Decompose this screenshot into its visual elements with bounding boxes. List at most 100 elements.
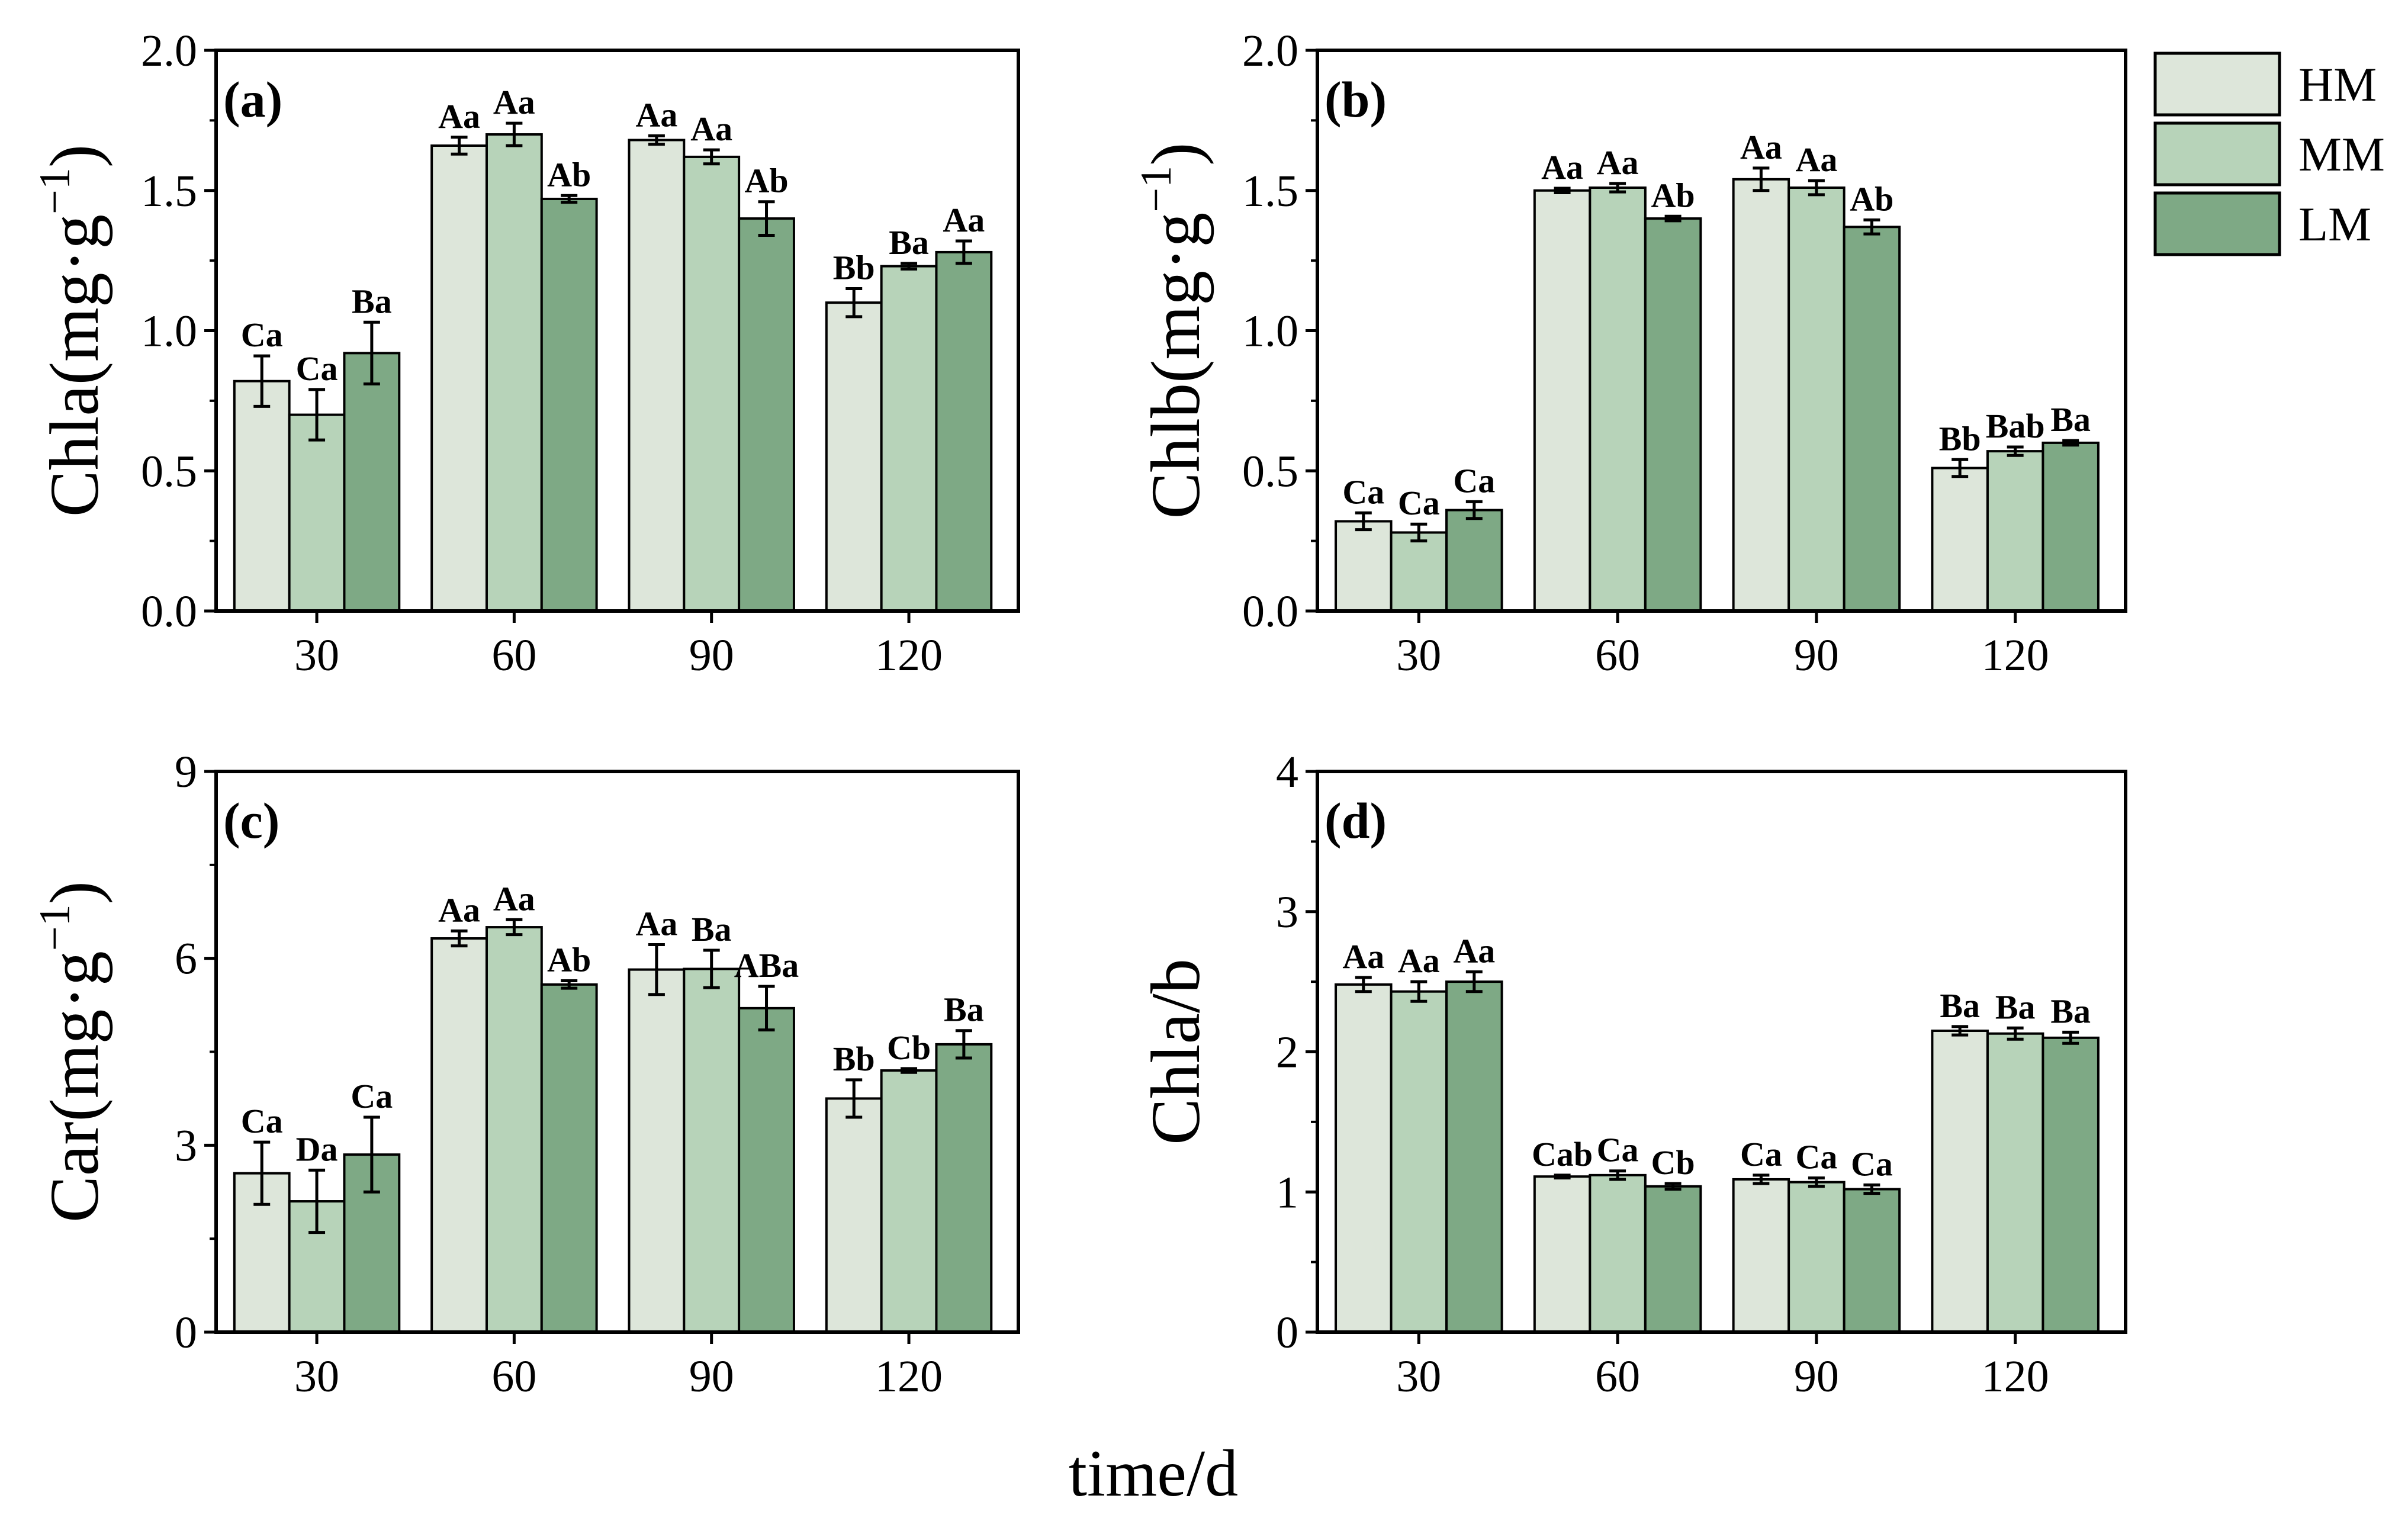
bar-HM-120 xyxy=(825,301,883,612)
error-bar-HM-30 xyxy=(253,1140,271,1206)
significance-label: Ab xyxy=(547,155,591,194)
bar-HM-60 xyxy=(430,144,488,613)
significance-label: Ba xyxy=(1940,986,1980,1025)
significance-label: Ca xyxy=(1740,1135,1782,1173)
error-bar-MM-30 xyxy=(1410,522,1428,543)
significance-label: Ca xyxy=(1851,1144,1893,1183)
significance-label: Aa xyxy=(1398,941,1440,980)
y-axis-label-base: Car(mg·g xyxy=(36,951,113,1223)
bar-MM-60 xyxy=(1589,186,1647,612)
significance-label: Ba xyxy=(944,991,984,1029)
y-tick-label: 1.5 xyxy=(141,166,197,216)
y-axis-label-superscript: −1 xyxy=(31,168,79,214)
significance-label: Ab xyxy=(1850,179,1893,218)
x-tick-label: 60 xyxy=(1595,631,1640,680)
error-bar-MM-90 xyxy=(1808,1176,1825,1188)
y-tick-label: 2 xyxy=(1276,1028,1298,1078)
error-bar-LM-30 xyxy=(363,1115,380,1194)
x-tick-label: 90 xyxy=(1794,631,1839,680)
x-tick-label: 120 xyxy=(1982,1352,2049,1401)
error-bar-MM-30 xyxy=(308,1168,326,1234)
significance-label: Aa xyxy=(1541,148,1583,186)
error-bar-LM-30 xyxy=(1465,500,1483,520)
panel-label: (c) xyxy=(223,792,279,849)
bar-MM-30 xyxy=(288,413,346,612)
y-tick-label: 4 xyxy=(1276,747,1298,797)
bar-MM-90 xyxy=(683,967,741,1333)
significance-label: Ca xyxy=(241,316,283,354)
y-tick-label: 0 xyxy=(175,1308,197,1358)
x-tick-label: 90 xyxy=(689,1352,734,1401)
y-tick-label: 1.0 xyxy=(1242,307,1298,356)
y-tick-label: 0.5 xyxy=(141,446,197,496)
significance-label: Aa xyxy=(493,83,535,121)
chart-panel-1: Ca Ca Ca 30 Aa Aa Ab 60 Aa Aa Ab 90 Bb Bab Ba 120 0.0 0.5… xyxy=(1132,26,2127,680)
bar-LM-30 xyxy=(343,352,401,612)
significance-label: Ab xyxy=(744,162,788,200)
y-axis-label-end: ) xyxy=(36,881,113,904)
x-tick-label: 60 xyxy=(491,1352,536,1401)
significance-label: Aa xyxy=(1795,140,1837,179)
significance-label: Aa xyxy=(438,97,480,136)
chart-panel-0: Ca Ca Ba 30 Aa Aa Ab 60 Aa Aa Ab 90 Bb Ba Aa 120 0.0 0.5 1… xyxy=(31,26,1020,680)
error-bar-MM-120 xyxy=(2007,1026,2024,1041)
significance-label: Aa xyxy=(1597,143,1639,182)
y-tick-label: 1.0 xyxy=(141,307,197,356)
bar-HM-120 xyxy=(1931,467,1989,613)
plot-frame xyxy=(214,49,1020,613)
shared-x-axis-label: time/d xyxy=(1069,1437,1238,1510)
bar-MM-90 xyxy=(1787,186,1846,612)
error-bar-MM-60 xyxy=(1609,1169,1626,1181)
error-bar-LM-60 xyxy=(561,979,578,990)
y-axis-label-superscript: −1 xyxy=(31,904,79,951)
bar-MM-120 xyxy=(880,265,938,613)
bar-HM-90 xyxy=(1732,1178,1790,1333)
bar-MM-60 xyxy=(1589,1173,1647,1333)
bar-LM-120 xyxy=(935,1043,993,1333)
error-bar-LM-120 xyxy=(955,239,972,265)
error-bar-LM-120 xyxy=(2062,1030,2079,1045)
error-bar-HM-120 xyxy=(845,1078,863,1119)
significance-label: Ba xyxy=(2050,400,2091,439)
bar-LM-60 xyxy=(1644,1185,1702,1334)
error-bar-LM-30 xyxy=(363,320,380,385)
legend-label: MM xyxy=(2298,127,2385,181)
significance-label: Aa xyxy=(1740,128,1782,166)
legend-swatch-LM xyxy=(2153,191,2281,256)
significance-label: Da xyxy=(296,1130,338,1168)
x-tick-label: 120 xyxy=(1982,631,2049,680)
error-bar-HM-60 xyxy=(451,136,468,156)
y-tick-label: 1 xyxy=(1276,1168,1298,1217)
plot-frame xyxy=(214,770,1020,1334)
bar-LM-90 xyxy=(738,217,795,613)
error-bar-HM-60 xyxy=(1554,1173,1571,1180)
significance-label: Ca xyxy=(1453,461,1495,500)
error-bar-LM-60 xyxy=(1664,1182,1682,1191)
panel-label: (a) xyxy=(223,71,282,128)
plot-frame xyxy=(1316,770,2127,1334)
significance-label: Ba xyxy=(692,910,732,948)
significance-label: Ba xyxy=(2050,992,2091,1030)
error-bar-HM-120 xyxy=(1952,458,1969,478)
error-bar-HM-60 xyxy=(451,929,468,948)
y-tick-label: 0.0 xyxy=(141,587,197,636)
x-tick-label: 30 xyxy=(1396,1352,1441,1401)
error-bar-MM-30 xyxy=(1410,980,1428,1003)
legend-swatch-HM xyxy=(2153,52,2281,117)
bar-HM-30 xyxy=(233,380,291,612)
significance-label: Ca xyxy=(1795,1138,1837,1176)
x-tick-label: 90 xyxy=(1794,1352,1839,1401)
bar-MM-120 xyxy=(880,1069,938,1333)
bar-LM-90 xyxy=(1843,1188,1901,1334)
legend-swatch-MM xyxy=(2153,121,2281,186)
legend-label: LM xyxy=(2298,197,2371,251)
bar-HM-120 xyxy=(1931,1029,1989,1334)
y-tick-label: 6 xyxy=(175,934,197,984)
bar-HM-90 xyxy=(628,139,686,612)
y-tick-label: 2.0 xyxy=(141,26,197,76)
y-axis-label-superscript: −1 xyxy=(1132,166,1181,213)
y-axis-label: Chla/b xyxy=(1137,959,1214,1145)
significance-label: Bb xyxy=(833,248,875,287)
